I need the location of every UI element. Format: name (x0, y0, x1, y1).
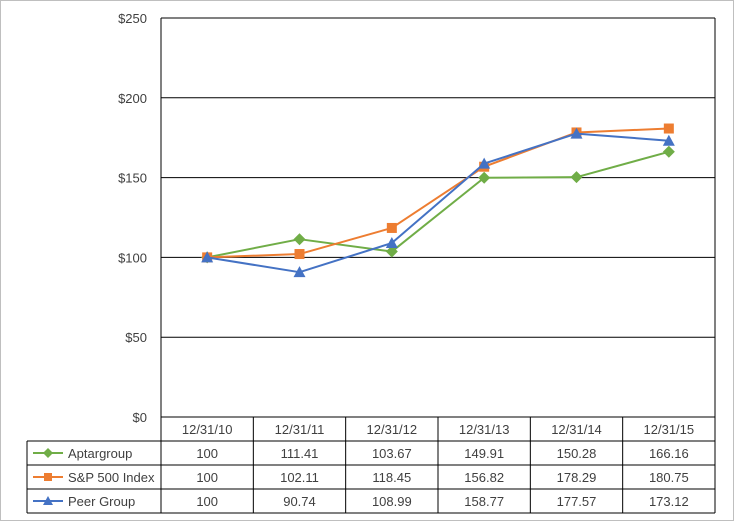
data-label: 103.67 (372, 446, 412, 461)
data-label: 100 (196, 470, 218, 485)
data-label: 90.74 (283, 494, 316, 509)
data-label: 158.77 (464, 494, 504, 509)
x-tick-label: 12/31/11 (275, 422, 325, 437)
x-tick-label: 12/31/14 (551, 422, 602, 437)
legend-label: Peer Group (68, 494, 135, 509)
data-point (294, 249, 305, 260)
data-label: 100 (196, 446, 218, 461)
data-label: 118.45 (372, 470, 411, 485)
series-line-1 (207, 127, 669, 259)
data-point (386, 222, 397, 233)
data-label: 166.16 (649, 446, 689, 461)
data-point (662, 145, 675, 158)
y-tick-label: $0 (133, 410, 147, 425)
legend-key-marker (44, 473, 52, 481)
x-tick-label: 12/31/10 (182, 422, 233, 437)
x-tick-label: 12/31/13 (459, 422, 510, 437)
data-point (201, 251, 214, 263)
legend-key-marker (43, 448, 53, 458)
series-line-2 (207, 132, 669, 274)
x-tick-label: 12/31/12 (367, 422, 418, 437)
data-label: 178.29 (557, 470, 597, 485)
y-tick-label: $200 (118, 91, 147, 106)
data-label: 173.12 (649, 494, 689, 509)
data-label: 156.82 (464, 470, 504, 485)
y-tick-label: $250 (118, 11, 147, 26)
data-label: 150.28 (557, 446, 597, 461)
data-point (478, 157, 491, 169)
data-point (570, 171, 583, 184)
data-label: 100 (196, 494, 218, 509)
data-point (662, 134, 675, 146)
data-label: 180.75 (649, 470, 689, 485)
y-tick-label: $50 (125, 330, 147, 345)
data-label: 177.57 (557, 494, 597, 509)
legend-label: S&P 500 Index (68, 470, 155, 485)
series-line-0 (206, 150, 670, 259)
legend-label: Aptargroup (68, 446, 132, 461)
data-label: 149.91 (464, 446, 504, 461)
data-label: 108.99 (372, 494, 412, 509)
data-point (663, 123, 674, 134)
data-point (293, 233, 306, 246)
data-point (385, 245, 398, 258)
data-point (385, 237, 398, 249)
data-label: 111.41 (281, 446, 319, 461)
data-point (478, 171, 491, 184)
y-tick-label: $100 (118, 250, 147, 265)
x-tick-label: 12/31/15 (644, 422, 695, 437)
data-label: 102.11 (280, 470, 319, 485)
y-tick-label: $150 (118, 171, 147, 186)
grid-layer: $0 $50 $100 $150 $200 $250 (118, 11, 716, 425)
data-table: 12/31/10 12/31/11 12/31/12 12/31/13 12/31/14… (26, 416, 716, 514)
legend-key-marker (43, 496, 53, 505)
data-point (570, 127, 583, 139)
data-point (293, 266, 306, 278)
series-layer (201, 123, 675, 278)
